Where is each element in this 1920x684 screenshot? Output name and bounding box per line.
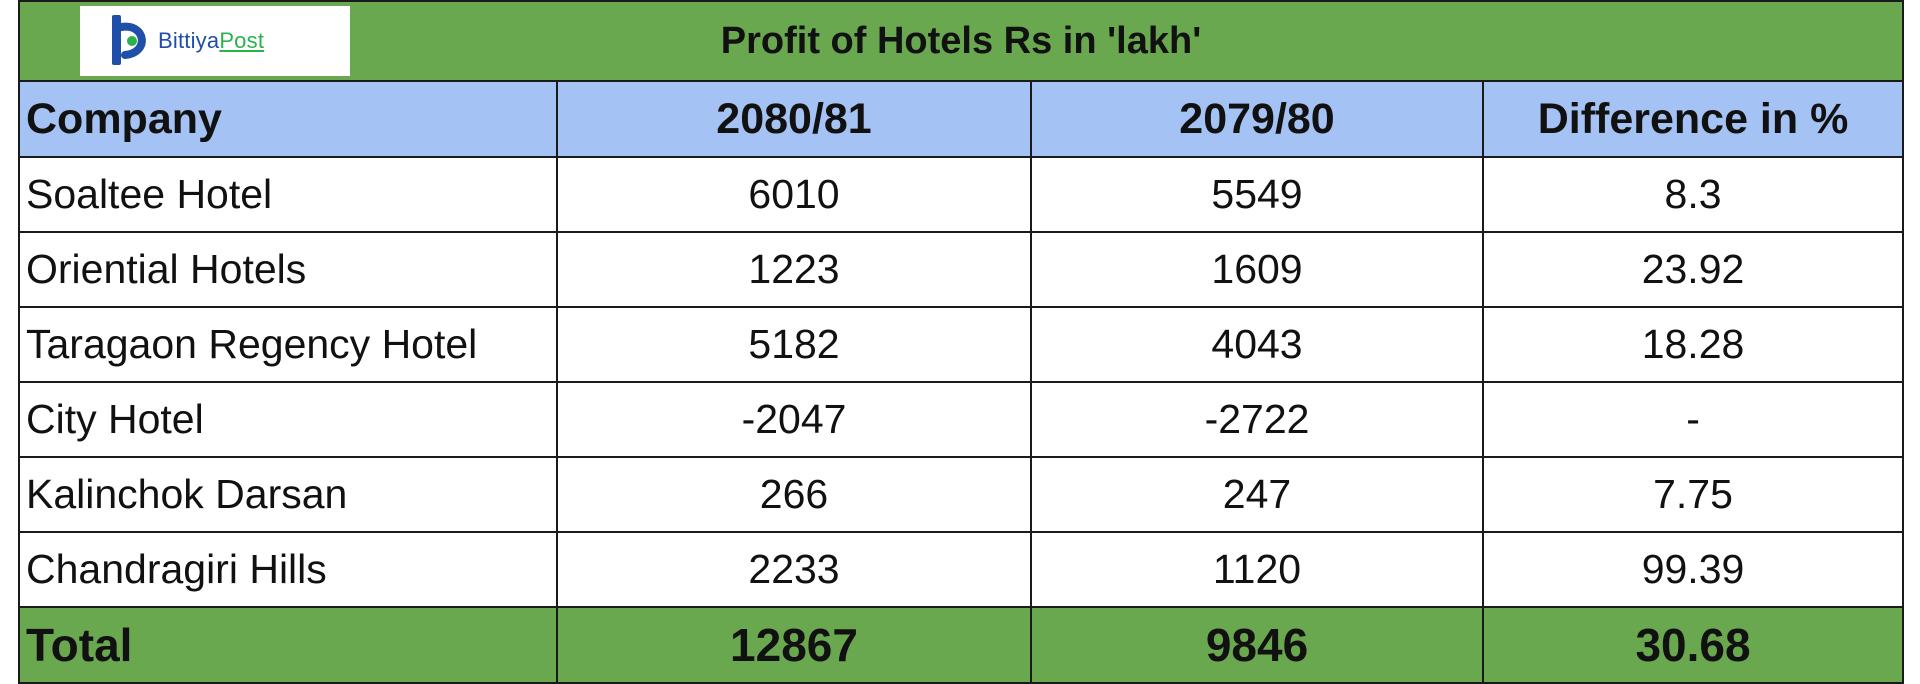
bittiyapost-logo-icon: [112, 15, 146, 65]
value-cell: 4043: [1030, 306, 1484, 383]
value-cell: 7.75: [1481, 456, 1905, 533]
logo-text: BittiyaPost: [158, 28, 265, 53]
sheet-left-margin: [0, 0, 18, 676]
value-cell: 266: [556, 456, 1032, 533]
company-cell: Oriential Hotels: [18, 231, 558, 308]
value-cell: 23.92: [1481, 231, 1905, 308]
value-cell: 2233: [556, 531, 1032, 608]
company-cell: Taragaon Regency Hotel: [18, 306, 558, 383]
total-value-cell: 9846: [1030, 606, 1484, 684]
title-row: BittiyaPost Profit of Hotels Rs in 'lakh…: [17, 0, 1905, 82]
header-row: Company 2080/81 2079/80 Difference in %: [18, 80, 1905, 158]
company-cell: City Hotel: [18, 381, 558, 458]
column-header-0: Company: [18, 80, 558, 158]
bittiyapost-logo: BittiyaPost: [80, 6, 350, 76]
value-cell: 1609: [1030, 231, 1484, 308]
value-cell: 99.39: [1481, 531, 1905, 608]
table-title: Profit of Hotels Rs in 'lakh': [720, 19, 1202, 62]
value-cell: 1223: [556, 231, 1032, 308]
column-header-1: 2080/81: [556, 80, 1032, 158]
company-cell: Soaltee Hotel: [18, 156, 558, 233]
table-row: Chandragiri Hills 2233 1120 99.39: [18, 531, 1905, 608]
title-cell: BittiyaPost Profit of Hotels Rs in 'lakh…: [17, 0, 1905, 82]
total-label-cell: Total: [18, 606, 558, 684]
value-cell: -2047: [556, 381, 1032, 458]
table-row: Kalinchok Darsan 266 247 7.75: [18, 456, 1905, 533]
spreadsheet: BittiyaPost Profit of Hotels Rs in 'lakh…: [17, 0, 1905, 684]
company-cell: Chandragiri Hills: [18, 531, 558, 608]
table-row: Oriential Hotels 1223 1609 23.92: [18, 231, 1905, 308]
value-cell: 5549: [1030, 156, 1484, 233]
value-cell: 18.28: [1481, 306, 1905, 383]
value-cell: 8.3: [1481, 156, 1905, 233]
total-value-cell: 12867: [556, 606, 1032, 684]
value-cell: -: [1481, 381, 1905, 458]
column-header-2: 2079/80: [1030, 80, 1484, 158]
table-row: Taragaon Regency Hotel 5182 4043 18.28: [18, 306, 1905, 383]
company-cell: Kalinchok Darsan: [18, 456, 558, 533]
value-cell: 5182: [556, 306, 1032, 383]
table-row: City Hotel -2047 -2722-: [18, 381, 1905, 458]
total-row: Total 12867 9846 30.68: [18, 606, 1905, 684]
value-cell: 1120: [1030, 531, 1484, 608]
table-row: Soaltee Hotel 6010 5549 8.3: [18, 156, 1905, 233]
value-cell: -2722: [1030, 381, 1484, 458]
column-header-3: Difference in %: [1481, 80, 1905, 158]
value-cell: 6010: [556, 156, 1032, 233]
total-value-cell: 30.68: [1481, 606, 1905, 684]
profit-table: BittiyaPost Profit of Hotels Rs in 'lakh…: [17, 0, 1905, 684]
value-cell: 247: [1030, 456, 1484, 533]
